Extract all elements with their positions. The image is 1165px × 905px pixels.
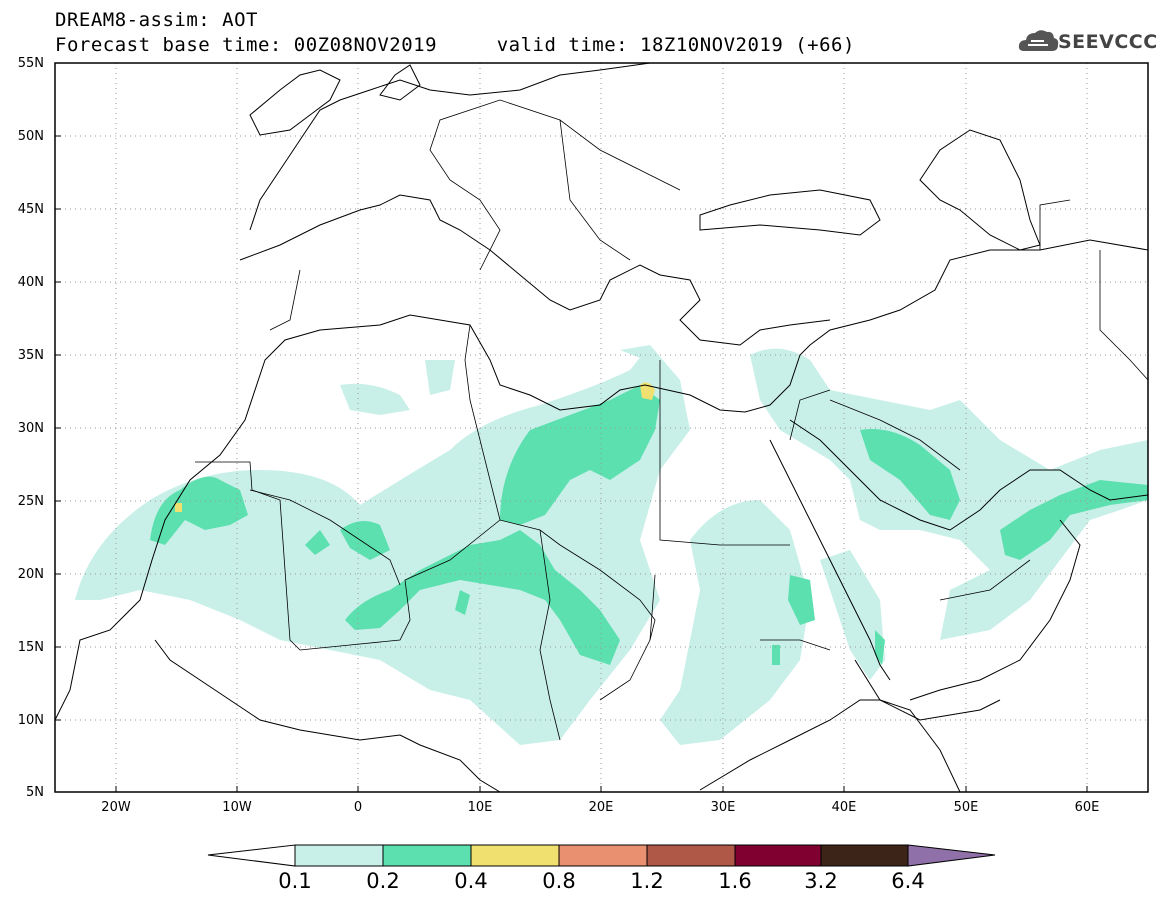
lat-label-15n: 15N	[17, 640, 44, 655]
lon-label-40e: 40E	[831, 800, 857, 815]
colorbar-bin-0.4	[470, 844, 560, 867]
cloud-icon	[1018, 30, 1059, 51]
lat-label-10n: 10N	[17, 713, 44, 728]
colorbar-bin-0.8	[558, 844, 648, 867]
colorbar-bin-0.1	[294, 844, 384, 867]
lat-label-45n: 45N	[17, 202, 44, 217]
lon-label-30e: 30E	[710, 800, 736, 815]
colorbar-bin-3.2	[820, 844, 909, 867]
lat-label-5n: 5N	[26, 785, 44, 800]
lat-label-20n: 20N	[17, 567, 44, 582]
colorbar-label-3.2: 3.2	[804, 869, 838, 893]
tick-marks	[55, 62, 1088, 792]
forecast-times: Forecast base time: 00Z08NOV2019 valid t…	[55, 34, 855, 56]
chart-title: DREAM8-assim: AOT	[55, 9, 258, 31]
colorbar-label-0.8: 0.8	[542, 869, 576, 893]
lon-label-20e: 20E	[588, 800, 614, 815]
lon-label-0: 0	[353, 800, 363, 815]
aot-shade-0.2	[150, 385, 1148, 665]
colorbar-label-1.2: 1.2	[630, 869, 664, 893]
colorbar-label-0.1: 0.1	[278, 869, 312, 893]
graticule	[55, 63, 1148, 792]
lon-label-50e: 50E	[953, 800, 979, 815]
lat-label-55n: 55N	[17, 56, 44, 71]
lon-label-10e: 10E	[467, 800, 493, 815]
colorbar-label-6.4: 6.4	[891, 869, 925, 893]
lat-label-35n: 35N	[17, 348, 44, 363]
colorbar	[207, 844, 996, 867]
colorbar-bin-1.6	[734, 844, 822, 867]
lon-label-60e: 60E	[1074, 800, 1100, 815]
lon-label-20w: 20W	[101, 800, 131, 815]
coastlines	[55, 63, 1148, 792]
lat-label-40n: 40N	[17, 275, 44, 290]
lon-label-10w: 10W	[222, 800, 252, 815]
colorbar-bin-1.2	[646, 844, 736, 867]
lat-label-30n: 30N	[17, 421, 44, 436]
lat-label-50n: 50N	[17, 129, 44, 144]
colorbar-label-1.6: 1.6	[718, 869, 752, 893]
borders	[195, 99, 1148, 741]
colorbar-under-arrow	[207, 844, 296, 867]
lat-label-25n: 25N	[17, 494, 44, 509]
colorbar-over-arrow	[907, 844, 996, 867]
logo-text: SEEVCCC	[1058, 31, 1158, 53]
colorbar-label-0.4: 0.4	[454, 869, 488, 893]
colorbar-bin-0.2	[382, 844, 472, 867]
colorbar-label-0.2: 0.2	[366, 869, 400, 893]
